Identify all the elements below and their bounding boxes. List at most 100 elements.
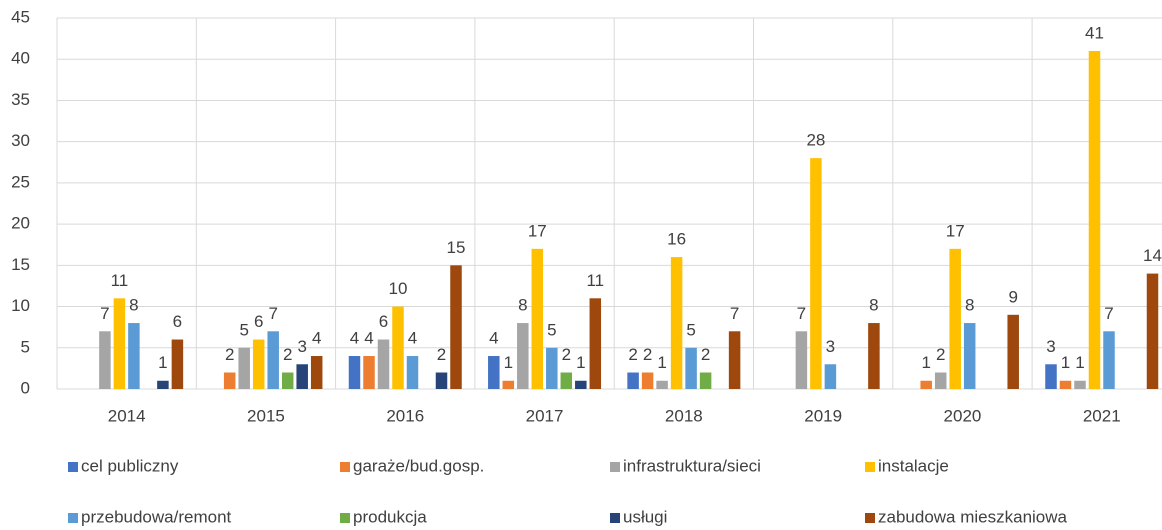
bar [406, 356, 419, 389]
x-tick-label: 2017 [526, 406, 564, 425]
data-label: 5 [547, 320, 556, 339]
legend-label: zabudowa mieszkaniowa [878, 507, 1068, 526]
bar [824, 364, 837, 389]
bar [363, 356, 375, 389]
bar [546, 347, 558, 389]
data-label: 15 [447, 238, 466, 257]
legend-swatch [68, 462, 78, 472]
bar [517, 323, 529, 389]
bar [450, 265, 462, 389]
data-label: 6 [173, 312, 182, 331]
bar [238, 347, 250, 389]
x-tick-label: 2014 [108, 406, 146, 425]
x-tick-label: 2016 [386, 406, 424, 425]
bar [488, 356, 500, 389]
data-label: 4 [408, 329, 417, 348]
data-label: 4 [364, 329, 373, 348]
bar [949, 248, 961, 389]
data-label: 3 [1046, 337, 1055, 356]
data-label: 2 [437, 345, 446, 364]
data-label: 2 [936, 345, 945, 364]
bar [934, 372, 947, 389]
legend-swatch [340, 513, 350, 523]
data-label: 3 [826, 337, 835, 356]
bar [223, 372, 236, 389]
bar [128, 323, 140, 389]
bar [502, 380, 515, 389]
bar [685, 347, 697, 389]
data-label: 4 [312, 329, 321, 348]
data-label: 2 [562, 345, 571, 364]
bar [281, 372, 294, 389]
data-label: 7 [268, 304, 277, 323]
data-label: 2 [628, 345, 637, 364]
y-tick-label: 35 [11, 90, 30, 109]
bar [810, 158, 822, 389]
data-label: 11 [586, 271, 604, 290]
legend-label: infrastruktura/sieci [623, 456, 761, 475]
data-label: 2 [283, 345, 292, 364]
data-label: 8 [518, 296, 527, 315]
y-tick-label: 5 [21, 337, 30, 356]
bar [1103, 331, 1115, 389]
y-tick-label: 20 [11, 214, 30, 233]
data-label: 8 [965, 296, 974, 315]
bar [348, 356, 361, 389]
legend-swatch [610, 462, 620, 472]
data-label: 17 [528, 221, 547, 240]
data-label: 1 [504, 353, 513, 372]
data-label: 7 [1104, 304, 1113, 323]
data-label: 16 [667, 230, 686, 249]
bar [868, 323, 880, 389]
x-tick-label: 2015 [247, 406, 285, 425]
data-label: 10 [389, 279, 408, 298]
bar [435, 372, 448, 389]
bar [392, 306, 404, 389]
x-tick-label: 2021 [1083, 406, 1121, 425]
bar [531, 248, 544, 389]
bar [1059, 380, 1072, 389]
data-label: 1 [921, 353, 930, 372]
data-label: 8 [869, 296, 878, 315]
bar [377, 339, 390, 389]
legend-swatch [865, 462, 875, 472]
legend-label: garaże/bud.gosp. [353, 456, 484, 475]
bar [560, 372, 573, 389]
bar [728, 331, 741, 389]
data-label: 7 [797, 304, 806, 323]
bar [795, 331, 808, 389]
bar [157, 380, 169, 389]
bar [920, 380, 932, 389]
legend-label: przebudowa/remont [81, 507, 232, 526]
bar [1007, 314, 1019, 389]
data-label: 6 [379, 312, 388, 331]
bar [252, 339, 265, 389]
bar [575, 380, 587, 389]
bar [1045, 364, 1057, 389]
data-label: 2 [643, 345, 652, 364]
data-label: 7 [100, 304, 109, 323]
legend-swatch [68, 513, 78, 523]
bar [113, 298, 126, 389]
data-label: 8 [129, 296, 138, 315]
bar [310, 356, 323, 389]
data-label: 1 [1061, 353, 1070, 372]
bar [589, 298, 602, 389]
data-label: 5 [686, 320, 695, 339]
legend-label: produkcja [353, 507, 427, 526]
bar [1146, 273, 1159, 389]
y-tick-label: 40 [11, 49, 30, 68]
bar [1074, 380, 1086, 389]
data-label: 1 [158, 353, 167, 372]
bar [699, 372, 712, 389]
y-tick-label: 30 [11, 131, 30, 150]
data-label: 2 [225, 345, 234, 364]
data-label: 6 [254, 312, 263, 331]
bar [171, 339, 184, 389]
y-tick-label: 15 [11, 255, 30, 274]
legend-swatch [865, 513, 875, 523]
bar [641, 372, 654, 389]
data-label: 17 [946, 221, 965, 240]
legend-label: instalacje [878, 456, 949, 475]
bar [963, 323, 976, 389]
